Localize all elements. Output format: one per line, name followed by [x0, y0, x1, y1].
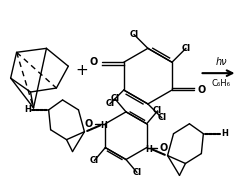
Text: Cl: Cl — [90, 156, 99, 165]
Text: hν: hν — [216, 57, 227, 67]
Text: Cl: Cl — [110, 94, 120, 103]
Text: +: + — [76, 63, 89, 78]
Text: H: H — [221, 129, 228, 138]
Text: C₆H₆: C₆H₆ — [212, 79, 231, 88]
Text: Cl: Cl — [129, 30, 139, 39]
Text: H: H — [145, 145, 152, 154]
Text: Cl: Cl — [157, 113, 166, 122]
Text: O: O — [160, 143, 168, 153]
Text: O: O — [198, 85, 206, 95]
Text: Cl: Cl — [181, 44, 191, 53]
Text: H: H — [24, 105, 31, 114]
Text: Cl: Cl — [153, 106, 162, 115]
Text: O: O — [84, 119, 92, 129]
Text: Cl: Cl — [132, 168, 142, 177]
Text: Cl: Cl — [105, 99, 114, 108]
Text: O: O — [90, 57, 98, 67]
Text: H: H — [100, 121, 107, 130]
